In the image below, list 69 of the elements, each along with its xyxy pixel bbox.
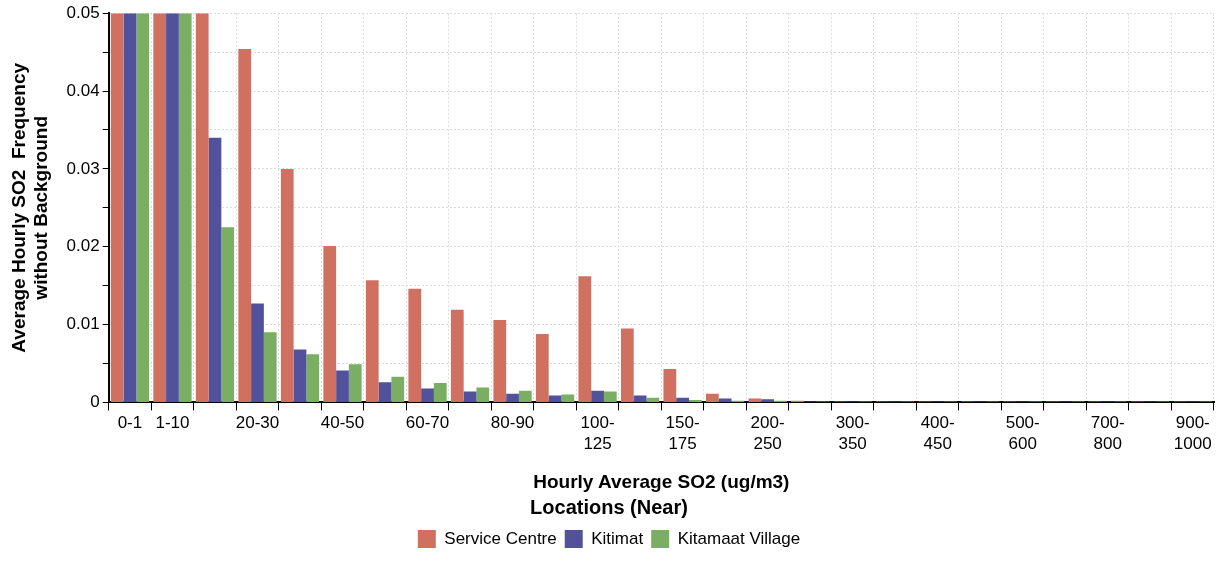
x-tick-label: 150-175 xyxy=(665,413,700,453)
bar xyxy=(263,332,277,402)
bar xyxy=(123,13,137,402)
bar xyxy=(676,397,689,402)
bar xyxy=(293,349,307,402)
bar xyxy=(603,391,617,402)
bar xyxy=(463,391,477,402)
bar xyxy=(493,319,507,402)
x-tick-label: 80-90 xyxy=(490,413,535,433)
x-tick-label: 400-450 xyxy=(920,413,955,453)
x-tick-label: 40-50 xyxy=(320,413,365,433)
bar xyxy=(348,364,362,402)
y-tick-label: 0.02 xyxy=(66,236,100,256)
bar xyxy=(391,376,405,402)
bar xyxy=(421,388,434,402)
x-tick-label: 1-10 xyxy=(155,413,190,433)
bar xyxy=(518,390,532,402)
bar xyxy=(280,168,294,402)
bar xyxy=(251,303,264,402)
y-tick-label: 0.04 xyxy=(66,80,100,100)
bar xyxy=(646,397,660,402)
bar xyxy=(136,13,150,402)
bar xyxy=(748,398,762,402)
x-tick-label: 700-800 xyxy=(1090,413,1125,453)
bar xyxy=(221,227,235,402)
bar xyxy=(323,245,337,402)
x-tick-label: 300-350 xyxy=(835,413,870,453)
bar xyxy=(408,288,422,402)
bar xyxy=(705,393,719,402)
y-tick-label: 0.01 xyxy=(66,314,100,334)
bar xyxy=(761,399,774,402)
bar xyxy=(238,49,252,402)
bar xyxy=(166,13,179,402)
bar xyxy=(378,382,392,402)
bar xyxy=(506,393,519,402)
legend-label: Kitamaat Village xyxy=(677,528,801,548)
bar xyxy=(336,370,349,402)
x-tick-label: 100-125 xyxy=(580,413,615,453)
legend-label: Service Centre xyxy=(444,528,557,548)
x-tick-label: 0-1 xyxy=(117,413,143,433)
y-tick-label: 0.05 xyxy=(66,2,100,22)
bar xyxy=(450,309,464,402)
x-axis-title: Hourly Average SO2 (ug/m3) xyxy=(533,470,790,492)
x-tick-label: 20-30 xyxy=(235,413,280,433)
x-tick-label: 60-70 xyxy=(405,413,450,433)
bar xyxy=(433,382,447,402)
bar xyxy=(306,354,320,402)
legend-label: Kitimat xyxy=(591,528,644,548)
bar xyxy=(195,13,209,402)
bar xyxy=(578,276,592,402)
x-tick-label: 500-600 xyxy=(1005,413,1040,453)
bar xyxy=(620,328,634,402)
bar xyxy=(561,394,575,402)
bar xyxy=(365,280,379,402)
bar xyxy=(591,390,604,402)
bar xyxy=(178,13,192,402)
bar xyxy=(535,333,549,402)
y-tick-label: 0 xyxy=(90,392,100,412)
bar xyxy=(208,137,222,402)
x-tick-label: 200-250 xyxy=(750,413,785,453)
legend-title: Locations (Near) xyxy=(530,495,688,518)
bar xyxy=(476,387,490,402)
y-tick-label: 0.03 xyxy=(66,158,100,178)
bar xyxy=(633,395,647,402)
y-axis-title: Average Hourly SO2 Frequency without Background xyxy=(7,62,52,353)
bar xyxy=(153,13,167,402)
bar xyxy=(663,368,677,402)
bar xyxy=(548,395,562,402)
x-tick-label: 900-1000 xyxy=(1173,413,1212,453)
